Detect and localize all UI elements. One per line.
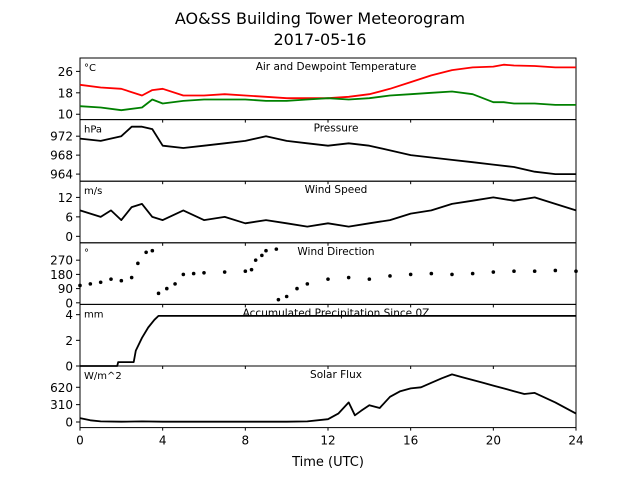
- wind_direction-point: [222, 270, 227, 274]
- y-tick-label: 10: [58, 108, 73, 122]
- wind_direction-point: [346, 275, 351, 280]
- x-axis: 0 4 8 12 16 20 24: [76, 434, 583, 448]
- panel-5: 0 310 620 W/m^2 Solar Flux: [50, 365, 577, 431]
- wind_direction-point: [253, 258, 258, 262]
- wind_direction-point: [276, 297, 281, 302]
- wind_direction-point: [532, 269, 537, 274]
- y-tick-label: 18: [58, 86, 73, 100]
- wind_direction-point: [181, 272, 186, 277]
- x-tick-label: 0: [76, 434, 84, 448]
- figure-subtitle: 2017-05-16: [274, 30, 367, 49]
- wind_direction-point: [119, 278, 124, 283]
- x-tick-label: 8: [242, 434, 250, 448]
- y-tick-label: 2: [65, 334, 73, 348]
- wind_direction-point: [305, 282, 310, 286]
- x-tick-label: 12: [320, 434, 335, 448]
- y-tick-label: 90: [58, 282, 73, 296]
- panel-4: 0 2 4 mm Accumulated Precipitation Since 0Z: [65, 303, 577, 374]
- wind_direction-point: [470, 271, 475, 276]
- panel-2: 0 6 12 m/s Wind Speed: [58, 180, 577, 246]
- wind_direction-point: [553, 268, 558, 273]
- wind_direction-point: [202, 271, 206, 275]
- wind_direction-point: [388, 274, 392, 278]
- x-tick-label: 16: [403, 434, 418, 448]
- y-tick-label: 0: [65, 230, 73, 244]
- x-axis-label: Time (UTC): [291, 455, 364, 470]
- y-tick-label: 964: [50, 168, 73, 182]
- wind_direction-point: [450, 272, 454, 277]
- x-tick-label: 24: [568, 434, 583, 448]
- wind_direction-point: [249, 267, 254, 272]
- wind_direction-point: [274, 247, 279, 251]
- wind_direction-point: [574, 269, 578, 274]
- x-tick-label: 20: [486, 434, 501, 448]
- wind_direction-point: [98, 280, 103, 285]
- y-tick-label: 270: [50, 254, 73, 268]
- wind_direction-point: [408, 272, 413, 277]
- wind_direction-point: [367, 277, 372, 281]
- wind_direction-point: [144, 250, 148, 255]
- y-tick-label: 620: [50, 381, 73, 395]
- y-tick-label: 0: [65, 360, 73, 374]
- unit-label: m/s: [84, 186, 102, 197]
- wind_direction-point: [295, 286, 299, 291]
- wind_direction-point: [326, 277, 330, 281]
- figure-title: AO&SS Building Tower Meteorogram: [175, 9, 465, 28]
- panel-title: Air and Dewpoint Temperature: [256, 61, 417, 73]
- precipitation-line: [80, 314, 576, 367]
- wind_direction-point: [191, 271, 196, 276]
- unit-label: °: [84, 248, 89, 259]
- wind_direction-point: [491, 270, 496, 274]
- unit-label: mm: [84, 309, 103, 320]
- pressure-line: [79, 125, 576, 176]
- wind_direction-point: [284, 294, 289, 299]
- y-tick-label: 4: [65, 308, 73, 322]
- panel-0: 10 18 26 °C Air and Dewpoint Temperature: [58, 57, 577, 123]
- panel-title: Solar Flux: [310, 369, 362, 381]
- wind_direction-point: [429, 271, 434, 276]
- y-tick-label: 0: [65, 416, 73, 430]
- wind_direction-point: [150, 248, 155, 253]
- panel-title: Wind Direction: [297, 246, 374, 258]
- y-tick-label: 26: [58, 65, 73, 79]
- wind_direction-point: [136, 261, 140, 266]
- wind_direction-point: [78, 283, 82, 288]
- x-tick-label: 4: [159, 434, 167, 448]
- panel-1: 964 968 972 hPa Pressure: [50, 119, 577, 185]
- y-tick-label: 6: [65, 210, 73, 224]
- wind_direction-point: [264, 248, 268, 253]
- dewpoint-line: [79, 90, 576, 112]
- wind_direction-point: [88, 282, 93, 286]
- wind_direction-point: [109, 277, 113, 281]
- solar-line: [79, 373, 577, 423]
- y-tick-label: 972: [50, 130, 73, 144]
- y-tick-label: 0: [65, 296, 73, 310]
- wind_direction-point: [512, 269, 516, 274]
- unit-label: °C: [84, 63, 96, 74]
- y-tick-label: 968: [50, 149, 73, 163]
- y-tick-label: 12: [58, 191, 73, 205]
- unit-label: W/m^2: [84, 371, 122, 382]
- wind_direction-point: [173, 282, 177, 286]
- wind_direction-point: [243, 269, 248, 274]
- wind_direction-point: [156, 291, 161, 296]
- wind_direction-point: [129, 275, 134, 280]
- wind_direction-point: [260, 253, 264, 258]
- wind_speed-line: [79, 196, 577, 228]
- y-tick-label: 180: [50, 268, 73, 282]
- y-tick-label: 310: [50, 398, 73, 412]
- unit-label: hPa: [84, 125, 102, 136]
- wind_direction-point: [165, 286, 169, 291]
- panel-title: Pressure: [314, 123, 359, 135]
- panel-title: Accumulated Precipitation Since 0Z: [243, 307, 430, 319]
- panel-title: Wind Speed: [305, 184, 368, 196]
